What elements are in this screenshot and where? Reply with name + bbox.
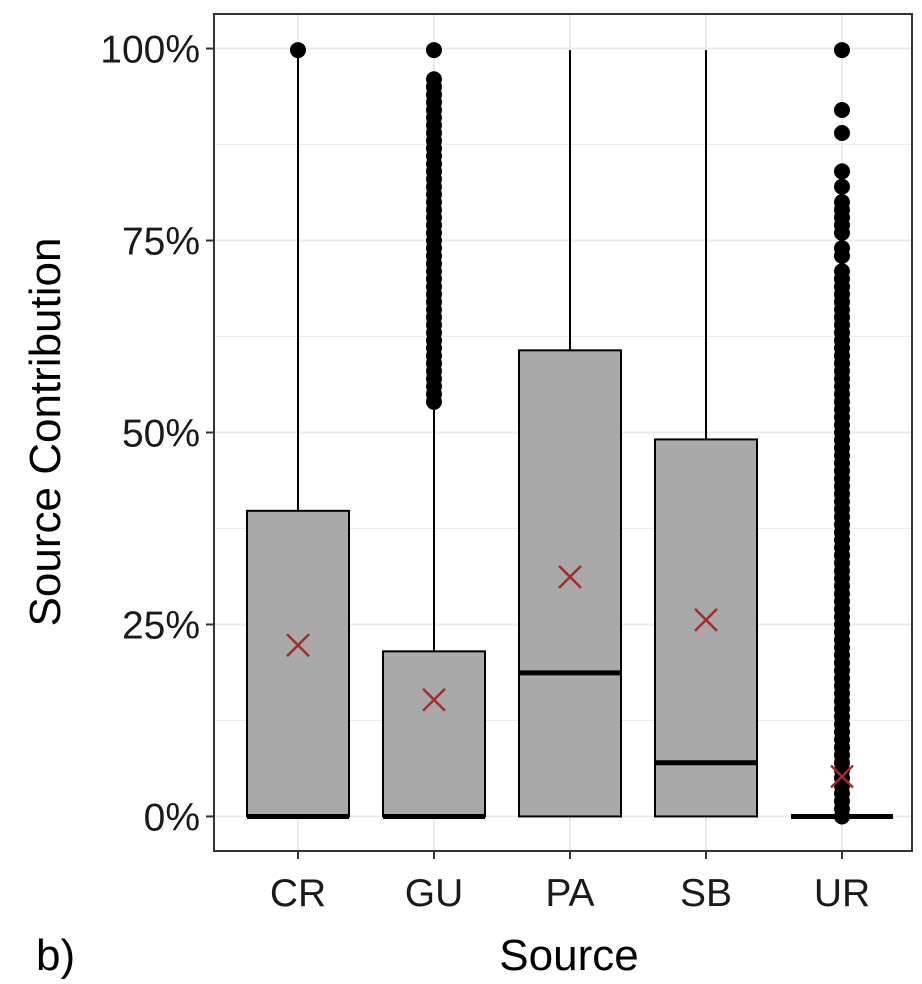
box-group-pa bbox=[518, 50, 622, 818]
box-cr bbox=[246, 509, 350, 818]
y-tick-label: 50% bbox=[122, 413, 200, 456]
y-tick-label: 75% bbox=[122, 221, 200, 264]
x-tick-label: PA bbox=[545, 872, 594, 915]
box-group-sb bbox=[654, 50, 758, 818]
mean-marker-stroke bbox=[694, 607, 718, 632]
outlier-point-gu bbox=[426, 71, 442, 88]
box-group-cr bbox=[246, 42, 350, 819]
outlier-point-gu bbox=[426, 42, 442, 59]
y-tick-label: 0% bbox=[144, 796, 200, 839]
box-group-ur bbox=[791, 42, 893, 825]
y-tick-label: 25% bbox=[122, 604, 200, 647]
x-axis-title: Source bbox=[499, 931, 638, 980]
panel-label: b) bbox=[36, 931, 75, 980]
mean-marker-sb bbox=[694, 607, 718, 632]
mean-marker-stroke bbox=[286, 633, 310, 658]
x-tick-label: CR bbox=[270, 872, 326, 915]
x-tick-label: SB bbox=[680, 872, 732, 915]
box-layer bbox=[246, 42, 893, 825]
y-axis-title: Source Contribution bbox=[21, 238, 70, 627]
box-gu bbox=[382, 650, 486, 818]
axis-layer: 0% 25% 50% 75% 100% CR GU PA SB UR bbox=[100, 29, 870, 915]
mean-marker-cr bbox=[286, 633, 310, 658]
outlier-point-ur bbox=[834, 178, 850, 195]
outlier-point-ur bbox=[834, 42, 850, 59]
x-tick-label: UR bbox=[814, 872, 870, 915]
outlier-point-ur bbox=[834, 194, 850, 211]
box-pa bbox=[518, 349, 622, 818]
outlier-point-ur bbox=[834, 163, 850, 180]
mean-marker-stroke bbox=[830, 764, 854, 789]
mean-marker-stroke bbox=[558, 564, 582, 589]
mean-marker-pa bbox=[558, 564, 582, 589]
box-group-gu bbox=[382, 42, 486, 819]
outlier-point-ur bbox=[834, 125, 850, 142]
mean-marker-gu bbox=[422, 687, 446, 712]
mean-marker-ur bbox=[830, 764, 854, 789]
outlier-point-ur bbox=[834, 263, 850, 280]
box-sb bbox=[654, 438, 758, 818]
x-tick-label: GU bbox=[405, 872, 464, 915]
outlier-point-ur bbox=[834, 240, 850, 257]
y-tick-label: 100% bbox=[100, 29, 200, 72]
outlier-point-ur bbox=[834, 101, 850, 118]
mean-marker-stroke bbox=[422, 687, 446, 712]
outlier-point-cr bbox=[290, 42, 306, 59]
